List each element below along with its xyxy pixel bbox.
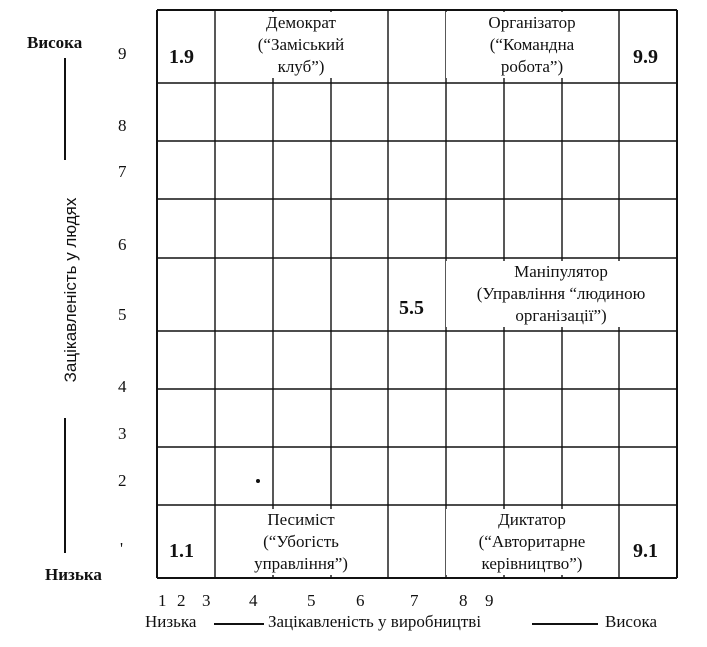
quadrant-pessimist: Песиміст (“Убогість управління”) (218, 509, 384, 575)
quadrant-democrat-line2: клуб”) (277, 57, 325, 76)
y-axis-title: Зацікавленість у людях (61, 197, 80, 383)
score-1-9: 1.9 (169, 46, 194, 69)
quadrant-pessimist-line2: управління”) (254, 554, 348, 573)
x-tick-7: 7 (410, 591, 419, 610)
y-tick-9: 9 (118, 44, 127, 63)
x-tick-1: 1 (158, 591, 167, 610)
quadrant-manipulator: Маніпулятор (Управління “людиною організ… (446, 261, 676, 327)
quadrant-pessimist-line1: (“Убогість (263, 532, 339, 551)
score-9-1: 9.1 (633, 540, 658, 563)
quadrant-organizer-line1: (“Командна (489, 35, 575, 54)
quadrant-organizer-name: Організатор (488, 13, 576, 32)
stray-dot (256, 479, 260, 483)
x-tick-6: 6 (356, 591, 365, 610)
x-tick-5: 5 (307, 591, 316, 610)
y-tick-1: ' (120, 539, 124, 558)
y-tick-6: 6 (118, 235, 127, 254)
quadrant-democrat-line1: (“Заміський (257, 35, 345, 54)
quadrant-democrat-name: Демократ (266, 13, 336, 32)
y-tick-2: 2 (118, 471, 127, 490)
y-axis-high-label: Висока (27, 33, 83, 52)
x-tick-2: 2 (177, 591, 186, 610)
score-9-9: 9.9 (633, 46, 658, 69)
x-axis-line-right (532, 623, 598, 625)
quadrant-dictator-line2: керівництво”) (481, 554, 583, 573)
quadrant-dictator-line1: (“Авторитарне (478, 532, 586, 551)
quadrant-manipulator-name: Маніпулятор (514, 262, 608, 281)
y-axis-line-top (64, 58, 66, 160)
x-axis-title: Зацікавленість у виробництві (268, 612, 482, 631)
quadrant-democrat: Демократ (“Заміський клуб”) (218, 12, 384, 78)
y-tick-4: 4 (118, 377, 127, 396)
x-tick-8: 8 (459, 591, 468, 610)
x-axis-high-label: Висока (605, 612, 658, 631)
quadrant-dictator-name: Диктатор (498, 510, 566, 529)
y-axis-line-bottom (64, 418, 66, 553)
x-tick-3: 3 (202, 591, 211, 610)
quadrant-dictator: Диктатор (“Авторитарне керівництво”) (446, 509, 618, 575)
quadrant-manipulator-line2: організації”) (515, 306, 607, 325)
score-1-1: 1.1 (169, 540, 194, 563)
y-tick-3: 3 (118, 424, 127, 443)
quadrant-organizer-line2: робота”) (500, 57, 564, 76)
x-tick-4: 4 (249, 591, 258, 610)
quadrant-organizer: Організатор (“Командна робота”) (446, 12, 618, 78)
x-axis-line-left (214, 623, 264, 625)
quadrant-manipulator-line1: (Управління “людиною (476, 284, 646, 303)
y-axis-low-label: Низька (45, 565, 102, 584)
score-5-5: 5.5 (399, 297, 424, 320)
x-tick-9: 9 (485, 591, 494, 610)
quadrant-pessimist-name: Песиміст (267, 510, 335, 529)
y-tick-8: 8 (118, 116, 127, 135)
x-axis-low-label: Низька (145, 612, 197, 631)
y-tick-5: 5 (118, 305, 127, 324)
y-tick-7: 7 (118, 162, 127, 181)
